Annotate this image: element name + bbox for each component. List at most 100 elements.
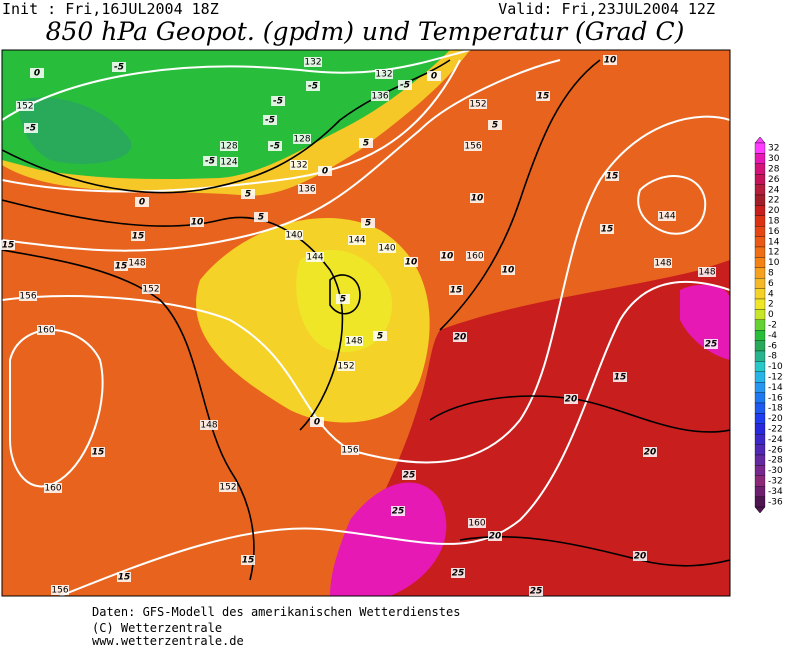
legend-swatch: [754, 309, 766, 320]
temperature-label: 25: [403, 471, 416, 481]
temperature-label-bg: [501, 265, 515, 275]
geopotential-label: 160: [466, 252, 483, 262]
legend-swatch: [754, 236, 766, 248]
geopotential-label: 136: [298, 185, 315, 195]
geopotential-label: 148: [345, 337, 362, 347]
temperature-label: 5: [492, 121, 498, 131]
geopotential-label: 152: [469, 100, 486, 110]
geopotential-label: 144: [306, 253, 323, 263]
temperature-label: 15: [537, 92, 550, 102]
geopotential-label-bg: [285, 230, 303, 240]
legend-label: -4: [768, 331, 777, 341]
temperature-label: 10: [191, 218, 204, 228]
temperature-label-bg: [361, 218, 375, 228]
temperature-label: 25: [530, 587, 543, 597]
geopotential-label-bg: [466, 251, 484, 261]
temperature-label-bg: [263, 115, 277, 125]
legend-label: 2: [768, 300, 774, 310]
geopotential-label-bg: [698, 267, 716, 277]
temperature-label-bg: [91, 447, 105, 457]
geopotential-label-bg: [19, 291, 37, 301]
temperature-label: 5: [245, 190, 251, 200]
temperature-label-bg: [336, 294, 350, 304]
temperature-label: 0: [34, 69, 40, 79]
legend-swatch: [754, 340, 766, 352]
geopotential-label: 160: [468, 519, 485, 529]
temperature-label-bg: [633, 551, 647, 561]
geopotential-label: 156: [341, 446, 358, 456]
legend-label: -36: [768, 497, 783, 507]
temperature-label: -5: [265, 116, 275, 126]
temperature-label-bg: [131, 231, 145, 241]
geopotential-label: 152: [337, 362, 354, 372]
legend-swatch: [754, 163, 766, 175]
legend-label: 20: [768, 206, 780, 216]
legend-label: -16: [768, 393, 783, 403]
temperature-label: 5: [365, 219, 371, 229]
geopotential-contours: [2, 50, 730, 596]
legend-swatch: [754, 215, 766, 227]
temperature-label: 10: [441, 252, 454, 262]
geopotential-label-bg: [464, 141, 482, 151]
map-title: 850 hPa Geopot. (gpdm) und Temperatur (G…: [46, 17, 685, 46]
legend-label: -6: [768, 341, 777, 351]
geopotential-label: 152: [219, 483, 236, 493]
temperature-label: 25: [705, 340, 718, 350]
temperature-label-bg: [24, 123, 38, 133]
legend-swatch: [754, 486, 766, 497]
legend-label: -26: [768, 445, 783, 455]
temperature-label-bg: [112, 62, 126, 72]
geopotential-label-bg: [345, 336, 363, 346]
footer-line: www.wetterzentrale.de: [92, 634, 244, 648]
temperature-label-bg: [449, 285, 463, 295]
legend-swatch: [754, 402, 766, 414]
temperature-label-bg: [117, 572, 131, 582]
temperature-label: -5: [270, 142, 280, 152]
geopotential-label-bg: [16, 101, 34, 111]
legend-label: -10: [768, 362, 783, 372]
temperature-label: 15: [242, 556, 255, 566]
legend-arrow-top: [754, 136, 766, 144]
geopotential-label-bg: [51, 585, 69, 595]
geopotential-label: 152: [16, 102, 33, 112]
temperature-label: -5: [205, 157, 215, 167]
legend-swatch: [754, 475, 766, 487]
geopotential-label-bg: [337, 361, 355, 371]
legend-swatch: [754, 465, 766, 476]
legend-swatch: [754, 246, 766, 258]
geopotential-label: 144: [658, 212, 675, 222]
legend-label: -18: [768, 404, 783, 414]
temperature-label: -5: [26, 124, 36, 134]
temperature-label-bg: [190, 217, 204, 227]
legend-label: -32: [768, 477, 783, 487]
temperature-label-bg: [564, 394, 578, 404]
geopotential-label: 156: [464, 142, 481, 152]
legend-label: -8: [768, 352, 777, 362]
temperature-label: 20: [565, 395, 578, 405]
footer-line: Daten: GFS-Modell des amerikanischen Wet…: [92, 605, 460, 619]
cold-core: [19, 97, 132, 164]
legend-label: 24: [768, 185, 780, 195]
geopotential-label-bg: [290, 160, 308, 170]
legend-label: -34: [768, 487, 783, 497]
valid-time: Valid: Fri,23JUL2004 12Z: [498, 0, 715, 18]
temperature-label-bg: [529, 586, 543, 596]
legend-label: 30: [768, 154, 780, 164]
geopotential-label: 156: [51, 586, 68, 596]
legend-label: 16: [768, 227, 780, 237]
geopotential-label: 148: [200, 421, 217, 431]
temperature-label: 15: [601, 225, 614, 235]
legend-label: 8: [768, 269, 774, 279]
temperature-label-bg: [318, 166, 332, 176]
geopotential-label: 148: [698, 268, 715, 278]
geopotential-label: 152: [142, 285, 159, 295]
temperature-label: 10: [604, 56, 617, 66]
temperature-label-bg: [1, 240, 15, 250]
legend-swatch: [754, 319, 766, 331]
geopotential-label: 160: [37, 326, 54, 336]
legend-arrow-bottom: [754, 506, 766, 514]
legend-label: -2: [768, 321, 777, 331]
temperature-label-bg: [451, 568, 465, 578]
temperature-label: 10: [471, 194, 484, 204]
